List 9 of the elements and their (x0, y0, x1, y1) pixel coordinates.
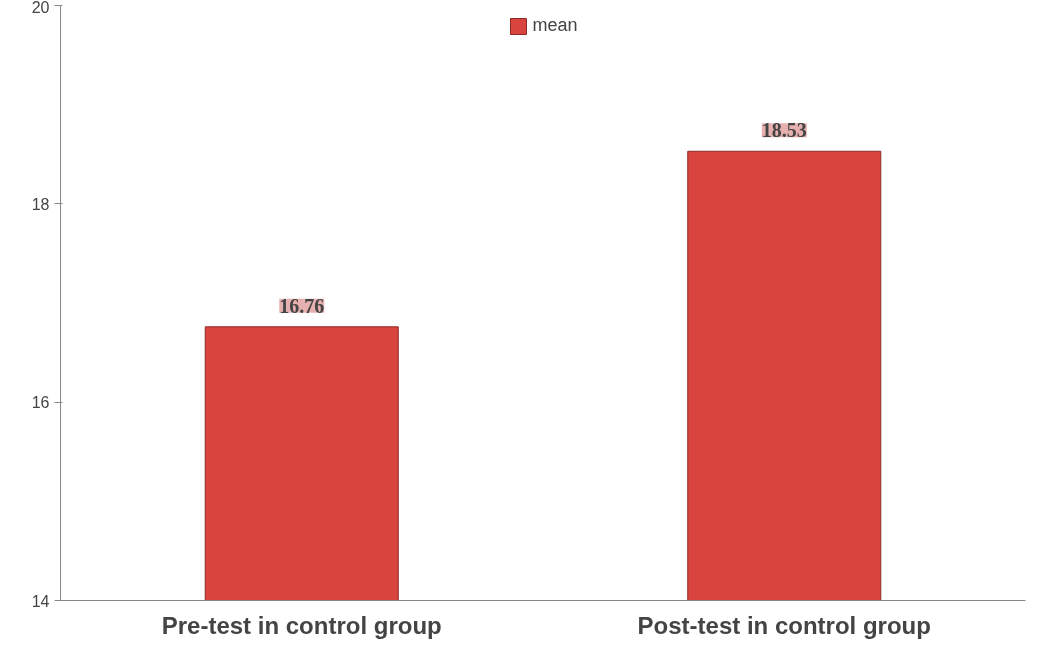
x-tick-label: Pre-test in control group (161, 611, 442, 639)
y-tick-label: 18 (31, 195, 50, 213)
x-tick-label: Post-test in control group (637, 611, 931, 639)
data-label: 16.76 (279, 294, 325, 317)
y-tick-label: 20 (31, 0, 50, 16)
y-tick-label: 16 (31, 394, 50, 412)
legend-label: mean (532, 15, 578, 36)
data-label: 18.53 (761, 119, 807, 142)
y-tick-label: 14 (31, 592, 50, 610)
